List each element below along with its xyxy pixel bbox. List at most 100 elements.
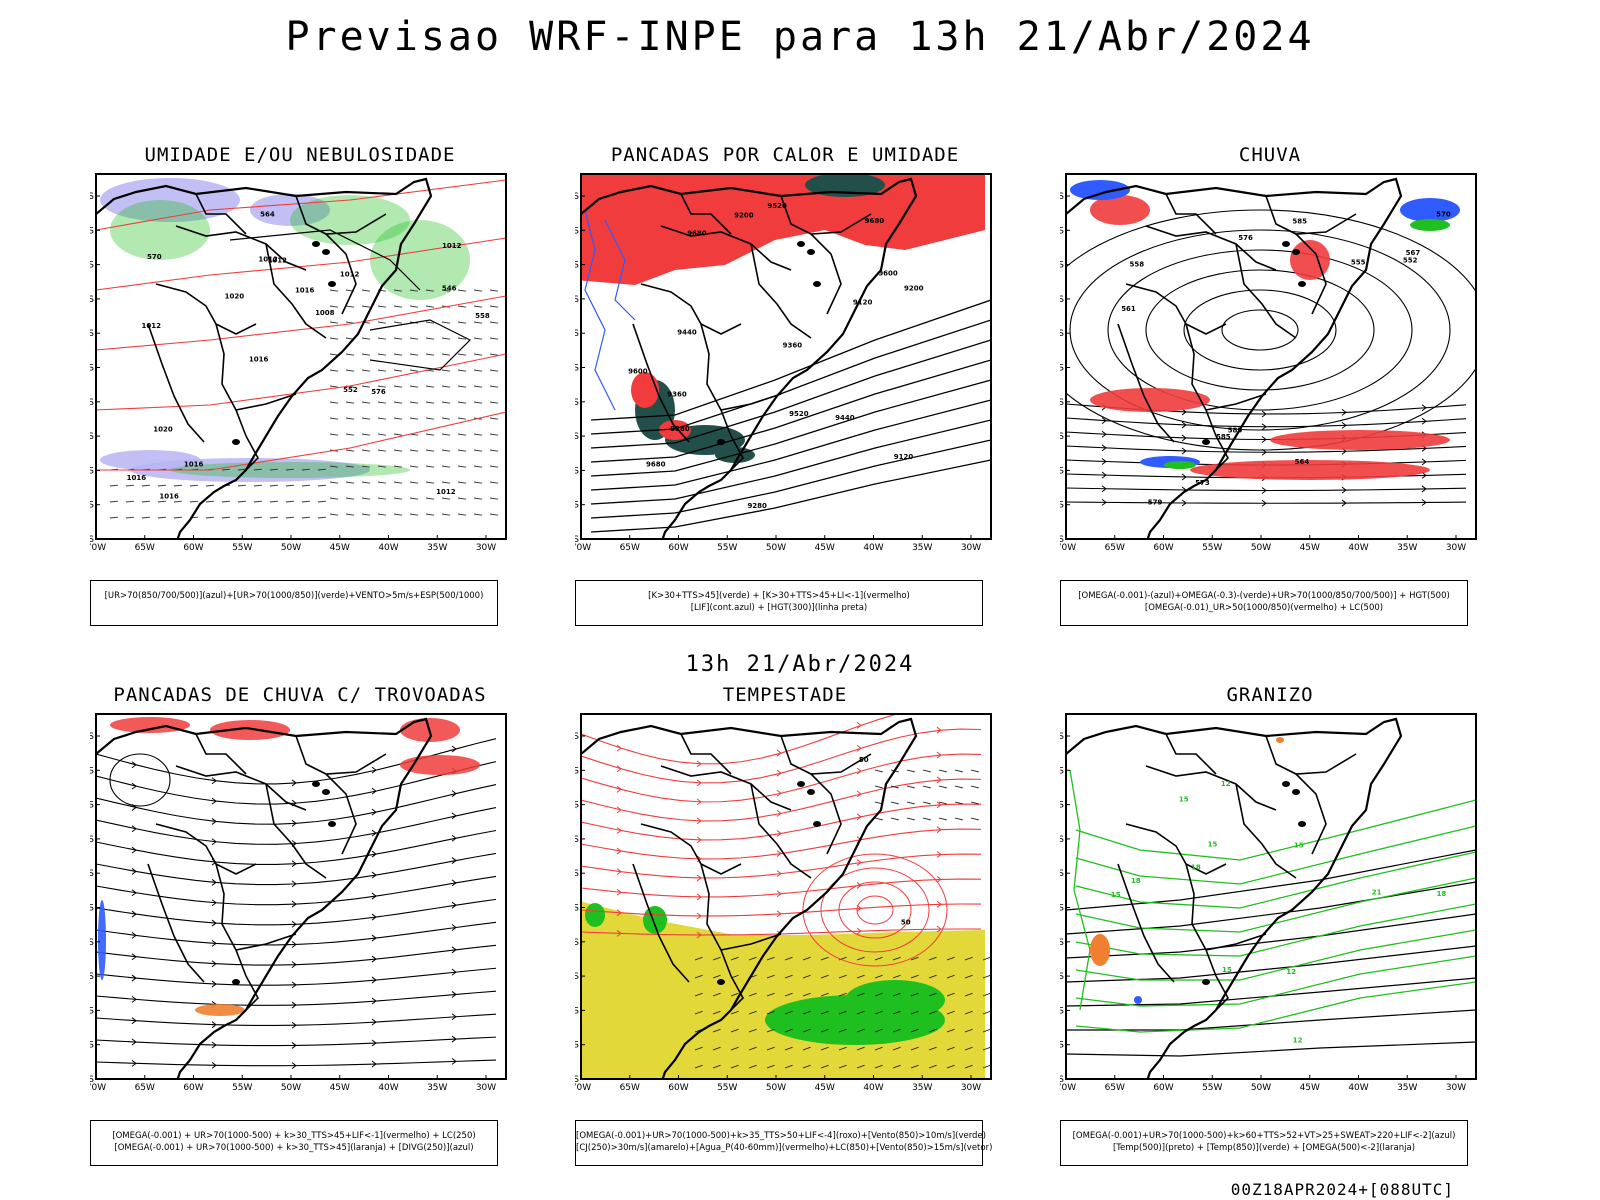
panel-pancadas-calor: PANCADAS POR CALOR E UMIDADE 9680 9680 968… bbox=[575, 144, 995, 626]
geography bbox=[96, 717, 433, 1079]
country-border bbox=[175, 225, 307, 271]
lon-tick-label: 40W bbox=[863, 1083, 883, 1093]
wind-vector bbox=[982, 1064, 991, 1069]
panel-title: PANCADAS DE CHUVA C/ TROVOADAS bbox=[113, 684, 487, 706]
wind-vector bbox=[892, 1028, 901, 1033]
wind-vector bbox=[712, 1010, 721, 1015]
wind-vector bbox=[377, 497, 386, 500]
wind-vector bbox=[712, 992, 721, 997]
wind-vector bbox=[237, 500, 247, 503]
contour-label: 1012 bbox=[340, 271, 360, 279]
country-border bbox=[155, 823, 257, 875]
wind-vector bbox=[237, 468, 247, 471]
contour-label: 9280 bbox=[747, 502, 767, 510]
lat-tick-label: 27S bbox=[575, 364, 579, 374]
contour-line bbox=[1183, 289, 1337, 371]
wind-vector bbox=[694, 956, 703, 961]
wind-vector bbox=[910, 956, 919, 961]
lon-tick-label: 30W bbox=[961, 1083, 981, 1093]
shaded-area bbox=[1134, 996, 1142, 1004]
contour-label: 564 bbox=[260, 211, 275, 219]
flow-arrow bbox=[1261, 410, 1267, 418]
wind-vector bbox=[928, 974, 937, 979]
streamline bbox=[856, 895, 894, 925]
wind-vector bbox=[694, 1010, 703, 1015]
lat-tick-label: 24S bbox=[575, 329, 579, 339]
flow-arrow bbox=[451, 879, 457, 887]
contour-label: 570 bbox=[147, 253, 162, 261]
lake bbox=[1292, 249, 1300, 255]
contour-label: 9520 bbox=[767, 202, 787, 210]
contour-line bbox=[1069, 229, 1451, 431]
flow-arrow bbox=[371, 997, 377, 1005]
wind-vector bbox=[892, 1010, 901, 1015]
contour-label: 570 bbox=[1436, 211, 1451, 219]
flow-arrow bbox=[451, 857, 457, 864]
lon-tick-label: 65W bbox=[620, 1083, 640, 1093]
wind-vector bbox=[766, 956, 775, 961]
contour-label: 585 bbox=[1228, 427, 1243, 435]
legend-line: [OMEGA(-0.001) + UR>70(1000-500) + k>30_… bbox=[114, 1143, 474, 1153]
flow-arrow bbox=[291, 1021, 297, 1029]
lon-tick-label: 65W bbox=[620, 543, 640, 553]
coastline bbox=[581, 717, 918, 1079]
wind-vector bbox=[345, 353, 354, 356]
flow-arrow bbox=[616, 785, 622, 793]
flow-arrow bbox=[131, 825, 137, 833]
flow-arrow bbox=[696, 874, 702, 882]
wind-vector bbox=[748, 992, 757, 997]
lon-tick-label: 35W bbox=[427, 1083, 447, 1093]
flow-arrow bbox=[1181, 421, 1187, 429]
wind-vector bbox=[802, 956, 811, 961]
country-border bbox=[1215, 435, 1229, 471]
thickness-line bbox=[96, 179, 506, 231]
wind-vector bbox=[393, 385, 402, 388]
flow-arrow bbox=[856, 859, 862, 866]
flow-arrow bbox=[1181, 499, 1187, 507]
map-layers: 9680 9680 9680 9600 9520 9440 9360 9280 9200 9120… bbox=[581, 174, 991, 539]
contour-line bbox=[1107, 249, 1413, 411]
wind-vector bbox=[393, 497, 402, 500]
wind-vector bbox=[964, 992, 973, 997]
wind-vector bbox=[345, 305, 354, 308]
wind-vector bbox=[345, 481, 354, 484]
panel-title: PANCADAS POR CALOR E UMIDADE bbox=[610, 144, 960, 166]
lake bbox=[328, 281, 336, 287]
wind-vector bbox=[892, 992, 901, 997]
contour-label: 585 bbox=[1216, 433, 1231, 441]
wind-vector bbox=[766, 992, 775, 997]
wind-vector bbox=[409, 465, 418, 468]
wind-vector bbox=[361, 337, 370, 340]
wind-vector bbox=[377, 337, 386, 340]
wind-vector bbox=[874, 1028, 883, 1033]
flow-arrow bbox=[696, 779, 702, 787]
lat-tick-label: 42S bbox=[1060, 535, 1064, 545]
lon-tick-label: 45W bbox=[1300, 543, 1320, 553]
height-contour bbox=[590, 419, 991, 505]
contour-label: 552 bbox=[1403, 256, 1418, 264]
wind-vector bbox=[361, 513, 370, 516]
flow-arrow bbox=[616, 930, 622, 937]
weather-map: 12S 15S 18S 21S 24S 27S 30S 33S 36S 39S 42S70W 65W 6… bbox=[90, 713, 507, 1093]
wind-vector bbox=[205, 500, 215, 503]
contour-label: 564 bbox=[1295, 458, 1310, 466]
wind-vector bbox=[473, 481, 482, 484]
flow-arrow bbox=[1421, 499, 1427, 506]
panel-tempestade: TEMPESTADE 50 50 12S 15S 18S 21S 24S 27S 30S 33S 3… bbox=[575, 684, 995, 1166]
lat-tick-label: 30S bbox=[1060, 398, 1064, 408]
contour-label: 18 bbox=[1131, 877, 1141, 885]
lake bbox=[717, 979, 725, 985]
flow-arrow bbox=[856, 790, 862, 798]
wind-vector bbox=[425, 289, 434, 292]
legend-line: [OMEGA(-0.01)_UR>50(1000/850)(vermelho) … bbox=[1144, 603, 1384, 613]
country-border bbox=[640, 823, 742, 875]
shaded-area bbox=[400, 755, 480, 775]
shaded-area bbox=[370, 220, 470, 300]
contour-label: 9440 bbox=[835, 414, 855, 422]
lon-tick-label: 60W bbox=[1153, 1083, 1173, 1093]
shaded-area bbox=[1270, 430, 1450, 450]
lon-tick-label: 70W bbox=[575, 1083, 591, 1093]
flow-arrow bbox=[451, 946, 457, 954]
page-title: Previsao WRF-INPE para 13h 21/Abr/2024 bbox=[285, 14, 1315, 60]
lake bbox=[807, 249, 815, 255]
